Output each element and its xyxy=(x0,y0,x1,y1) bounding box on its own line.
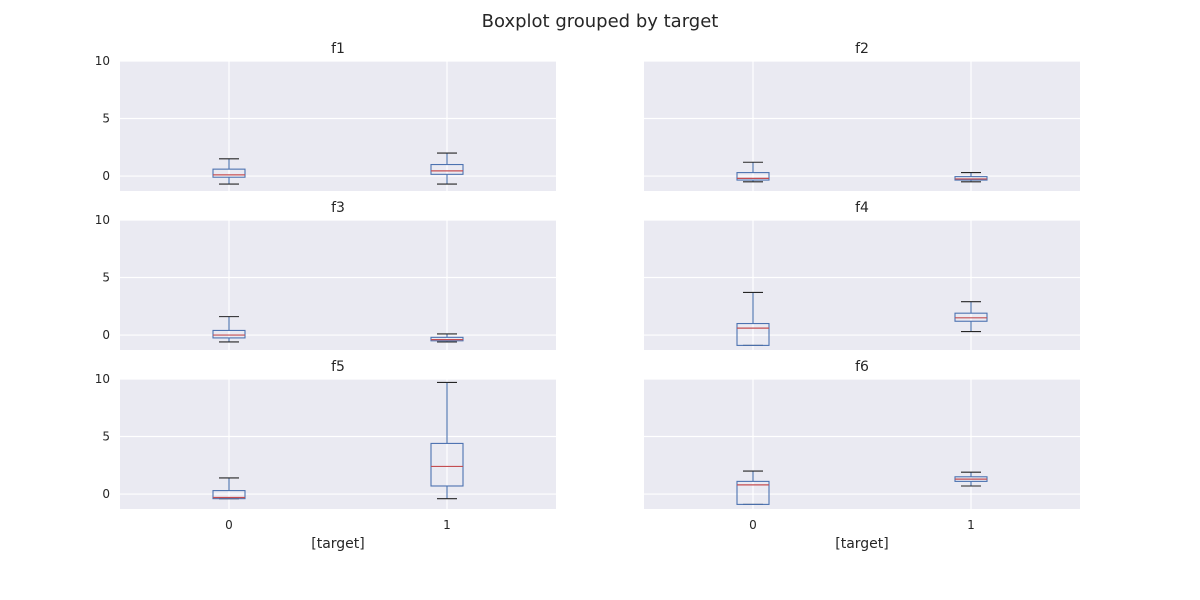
y-tick-label: 5 xyxy=(102,430,110,444)
y-tick-label: 0 xyxy=(102,487,110,501)
box-iqr xyxy=(736,172,770,181)
subplot-f5: f5 0 5 10 0 1 xyxy=(95,359,556,532)
x-axis-label-right: [target] xyxy=(835,536,889,552)
subplot-title: f4 xyxy=(855,200,869,216)
y-tick-label: 0 xyxy=(102,169,110,183)
x-tick-label: 0 xyxy=(225,518,233,532)
y-tick-label: 5 xyxy=(102,112,110,126)
box-iqr xyxy=(736,322,770,346)
y-tick-label: 10 xyxy=(95,54,110,68)
plot-area xyxy=(644,61,1080,191)
box-iqr xyxy=(212,490,246,500)
subplot-title: f5 xyxy=(331,359,345,375)
plot-area xyxy=(644,379,1080,509)
subplot-f1: f1 0 5 10 xyxy=(95,41,556,191)
subplot-title: f3 xyxy=(331,200,345,216)
plot-area xyxy=(120,379,556,509)
plot-area xyxy=(120,61,556,191)
box-iqr xyxy=(736,480,770,505)
plot-area xyxy=(644,220,1080,350)
subplot-f6: f6 0 1 xyxy=(644,359,1080,532)
box-iqr xyxy=(212,329,246,339)
box-iqr xyxy=(430,442,464,487)
x-tick-label: 1 xyxy=(967,518,975,532)
subplot-f2: f2 xyxy=(644,41,1080,191)
plot-area xyxy=(120,220,556,350)
box-iqr xyxy=(212,168,246,178)
y-tick-label: 10 xyxy=(95,213,110,227)
y-tick-label: 5 xyxy=(102,271,110,285)
subplot-title: f2 xyxy=(855,41,869,57)
x-tick-label: 0 xyxy=(749,518,757,532)
x-tick-label: 1 xyxy=(443,518,451,532)
figure-suptitle: Boxplot grouped by target xyxy=(482,11,719,32)
y-tick-label: 10 xyxy=(95,372,110,386)
subplot-f3: f3 0 5 10 xyxy=(95,200,556,350)
box-iqr xyxy=(430,163,464,175)
subplot-f4: f4 xyxy=(644,200,1080,350)
subplot-title: f1 xyxy=(331,41,345,57)
x-axis-label-left: [target] xyxy=(311,536,365,552)
y-tick-label: 0 xyxy=(102,328,110,342)
subplot-title: f6 xyxy=(855,359,869,375)
